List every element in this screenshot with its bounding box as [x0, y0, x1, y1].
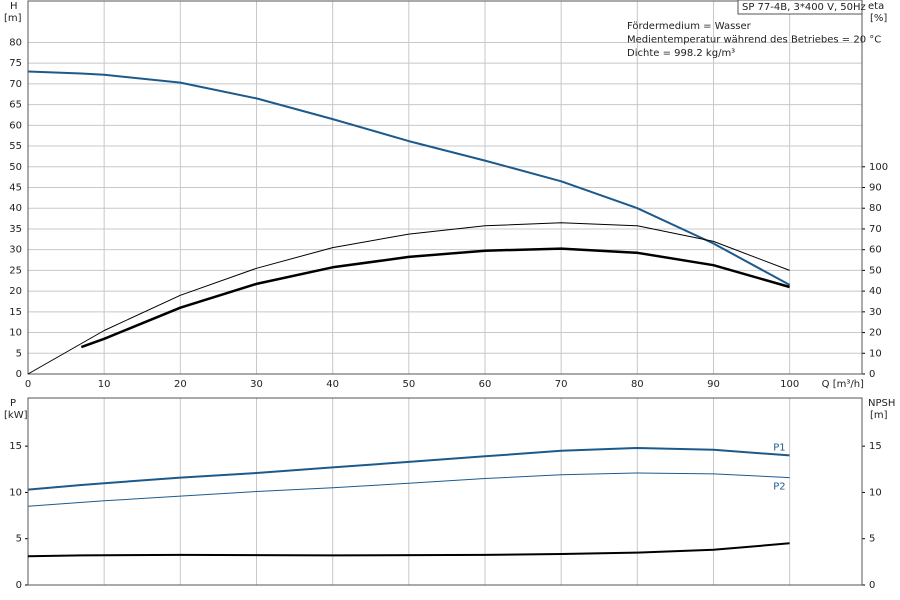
y2-tick-label: 20 [869, 328, 882, 339]
y2-tick-label: 60 [869, 245, 882, 256]
x-tick-label: 100 [780, 379, 799, 390]
y2-tick-label: 15 [869, 441, 882, 452]
annotation: Fördermedium = Wasser [627, 21, 752, 32]
y-tick-label: 80 [9, 37, 22, 48]
y-axis-label: H [10, 1, 18, 12]
y2-tick-label: 80 [869, 203, 882, 214]
y-tick-label: 70 [9, 79, 22, 90]
y-tick-label: 10 [9, 487, 22, 498]
y2-tick-label: 70 [869, 224, 882, 235]
x-tick-label: 10 [98, 379, 111, 390]
x-tick-label: 90 [707, 379, 720, 390]
y2-tick-label: 5 [869, 534, 875, 545]
y2-tick-label: 30 [869, 307, 882, 318]
x-tick-label: 70 [555, 379, 568, 390]
y2-tick-label: 40 [869, 286, 882, 297]
y-axis-unit: [m] [4, 13, 22, 24]
y2-tick-label: 10 [869, 487, 882, 498]
x-tick-label: 80 [631, 379, 644, 390]
y-axis-label: P [10, 398, 16, 409]
y-tick-label: 20 [9, 286, 22, 297]
annotation: Medientemperatur während des Betriebes =… [627, 35, 881, 46]
y2-tick-label: 90 [869, 183, 882, 194]
x-tick-label: 0 [25, 379, 31, 390]
y2-tick-label: 0 [869, 369, 875, 380]
curve [27, 472, 790, 507]
y-tick-label: 0 [16, 580, 22, 591]
curve [27, 447, 790, 491]
y2-axis-unit: [m] [870, 410, 888, 421]
y-tick-label: 45 [9, 183, 22, 194]
chart-title: SP 77-4B, 3*400 V, 50Hz [742, 2, 866, 13]
x-tick-label: 40 [326, 379, 339, 390]
y-tick-label: 15 [9, 441, 22, 452]
plot-frame [27, 0, 863, 375]
y-tick-label: 10 [9, 328, 22, 339]
x-tick-label: 20 [174, 379, 187, 390]
y2-axis-unit: [%] [870, 13, 887, 24]
y-tick-label: 30 [9, 245, 22, 256]
curve-label: P1 [773, 442, 785, 453]
y-tick-label: 35 [9, 224, 22, 235]
x-tick-label: 60 [479, 379, 492, 390]
y-tick-label: 50 [9, 162, 22, 173]
curve [27, 542, 790, 558]
y-tick-label: 40 [9, 203, 22, 214]
y2-tick-label: 0 [869, 580, 875, 591]
y-axis-unit: [kW] [4, 410, 28, 421]
y2-tick-label: 50 [869, 265, 882, 276]
x-tick-label: 30 [250, 379, 263, 390]
y-tick-label: 60 [9, 120, 22, 131]
y-tick-label: 0 [16, 369, 22, 380]
y-tick-label: 75 [9, 58, 22, 69]
plot-area [28, 398, 862, 585]
y-tick-label: 25 [9, 265, 22, 276]
x-axis-label: Q [m³/h] [822, 379, 864, 390]
curve-label: P2 [773, 482, 785, 493]
plot-frame [27, 397, 863, 586]
y2-tick-label: 10 [869, 348, 882, 359]
y-tick-label: 15 [9, 307, 22, 318]
y-tick-label: 5 [16, 534, 22, 545]
x-tick-label: 50 [402, 379, 415, 390]
y2-axis-label: eta [868, 1, 884, 12]
curve [27, 70, 791, 286]
y2-axis-label: NPSH [868, 398, 895, 409]
annotation: Dichte = 998.2 kg/m³ [627, 48, 735, 59]
y-tick-label: 65 [9, 100, 22, 111]
curve [80, 247, 790, 349]
y-tick-label: 55 [9, 141, 22, 152]
y2-tick-label: 100 [869, 162, 888, 173]
title-box [737, 0, 863, 15]
curve [27, 222, 790, 375]
y-tick-label: 5 [16, 348, 22, 359]
